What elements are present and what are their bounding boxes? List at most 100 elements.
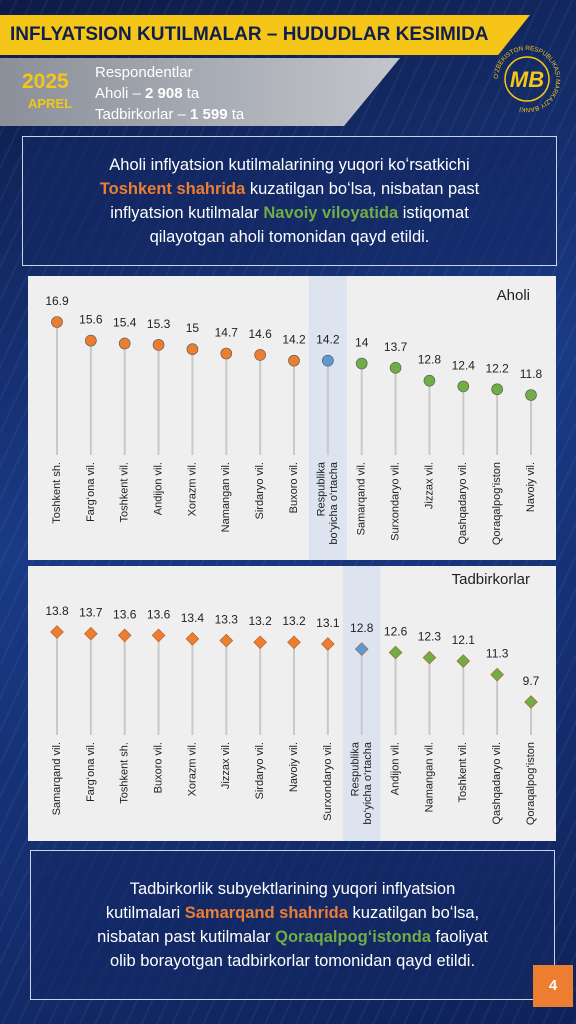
point	[50, 625, 64, 639]
category-label: Toshkent sh.	[51, 462, 63, 524]
point	[118, 337, 131, 350]
point	[84, 626, 98, 641]
text: kuzatilgan boʻlsa, nisbatan past kutilma…	[97, 904, 480, 946]
point	[117, 628, 132, 643]
value-label: 11.8	[520, 367, 543, 381]
value-label: 12.2	[485, 361, 509, 375]
point	[354, 642, 369, 656]
outro-box: Tadbirkorlik subyektlarining yuqori infl…	[30, 850, 555, 1000]
category-label: Buxoro vil.	[152, 742, 164, 793]
category-label: Jizzax vil.	[220, 742, 232, 789]
value-label: 15.4	[113, 315, 137, 329]
point	[253, 635, 267, 650]
category-label: Andijon vil.	[389, 742, 401, 795]
count: 1 599	[190, 106, 228, 123]
value-label: 13.4	[181, 611, 205, 625]
point	[490, 667, 504, 682]
category-label: Qashqadaryo vil.	[491, 742, 503, 825]
category-label: Surxondaryo vil.	[322, 742, 334, 821]
value-label: 12.6	[384, 624, 408, 638]
value-label: 9.7	[523, 674, 540, 688]
point	[423, 374, 436, 387]
logo-mark: MB	[510, 67, 544, 92]
value-label: 15.6	[79, 313, 103, 327]
category-label: Navoiy vil.	[288, 742, 300, 792]
value-label: 14.2	[316, 333, 340, 347]
text: Tadbirkorlar –	[95, 106, 191, 123]
point	[422, 650, 437, 665]
value-label: 14	[355, 336, 369, 350]
category-line: bo‘yicha o‘rtacha	[328, 461, 340, 544]
category-label: Samarqand vil.	[51, 742, 63, 815]
chart-panel	[28, 276, 556, 560]
page-number: 4	[533, 965, 573, 1007]
category-label: Buxoro vil.	[288, 462, 300, 513]
highlight: Samarqand shahrida	[184, 904, 348, 922]
respondents-business: Tadbirkorlar – 1 599 ta	[95, 104, 244, 125]
intro-text: Aholi inflyatsion kutilmalarining yuqori…	[83, 153, 496, 249]
category-label: Namangan vil.	[220, 462, 232, 532]
category-label: Andijon vil.	[152, 462, 164, 515]
category-label: Xorazm vil.	[186, 742, 198, 796]
chart-title: Tadbirkorlar	[452, 571, 530, 588]
point	[321, 637, 335, 651]
category-line: Respublika	[315, 461, 327, 516]
point	[355, 357, 368, 370]
category-label: Surxondaryo vil.	[389, 462, 401, 541]
highlight: Navoiy viloyatida	[263, 204, 399, 222]
category-label: Toshkent vil.	[119, 462, 131, 523]
point	[254, 349, 266, 361]
point	[456, 654, 471, 668]
point	[186, 343, 199, 355]
value-label: 13.7	[384, 340, 408, 354]
value-label: 14.6	[248, 327, 272, 341]
category-label: Jizzax vil.	[423, 462, 435, 509]
category-label: Farg‘ona vil.	[85, 462, 97, 522]
page-title: INFLYATSION KUTILMALAR – HUDUDLAR KESIMI…	[0, 15, 530, 55]
value-label: 11.3	[486, 647, 509, 661]
value-label: 12.3	[418, 630, 442, 644]
value-label: 13.1	[316, 616, 340, 630]
point	[152, 339, 165, 351]
point	[220, 347, 233, 360]
value-label: 13.3	[215, 613, 239, 627]
value-label: 12.1	[452, 633, 476, 647]
category-label: Qashqadaryo vil.	[457, 462, 469, 545]
category-line: bo‘yicha o‘rtacha	[362, 741, 374, 824]
logo-ring	[504, 56, 550, 102]
category-label: Sirdaryo vil.	[254, 742, 266, 799]
outro-text: Tadbirkorlik subyektlarining yuqori infl…	[91, 877, 494, 973]
text: istiqomat qilayotgan aholi tomonidan qay…	[149, 204, 469, 246]
value-label: 14.2	[282, 333, 306, 347]
value-label: 16.9	[45, 294, 69, 308]
category-label: Qoraqalpog‘iston	[525, 742, 537, 825]
month: APREL	[28, 96, 73, 111]
category-label: Respublikabo‘yicha o‘rtacha	[349, 741, 374, 824]
point	[287, 635, 301, 650]
category-label: Farg‘ona vil.	[85, 742, 97, 802]
highlight: Toshkent shahrida	[99, 180, 246, 198]
category-label: Toshkent vil.	[457, 742, 469, 803]
value-label: 13.8	[45, 604, 69, 618]
point	[524, 695, 538, 709]
category-label: Toshkent sh.	[119, 742, 131, 804]
value-label: 14.7	[215, 325, 239, 339]
respondents-aholi: Aholi – 2 908 ta	[95, 83, 244, 104]
value-label: 15	[186, 321, 200, 335]
point	[525, 389, 537, 401]
text: ta	[227, 106, 245, 123]
count: 2 908	[145, 85, 183, 102]
info-bar	[0, 58, 400, 126]
value-label: 13.2	[248, 614, 272, 628]
category-label: Sirdaryo vil.	[254, 462, 266, 519]
category-label: Xorazm vil.	[186, 462, 198, 516]
value-label: 12.8	[350, 621, 374, 635]
text: kuzatilgan boʻlsa, nisbatan past inflyat…	[110, 180, 480, 222]
point	[389, 362, 402, 374]
text: ta	[182, 85, 200, 102]
point	[151, 628, 166, 643]
value-label: 12.4	[452, 358, 476, 372]
respondents: Respondentlar Aholi – 2 908 ta Tadbirkor…	[95, 62, 244, 125]
